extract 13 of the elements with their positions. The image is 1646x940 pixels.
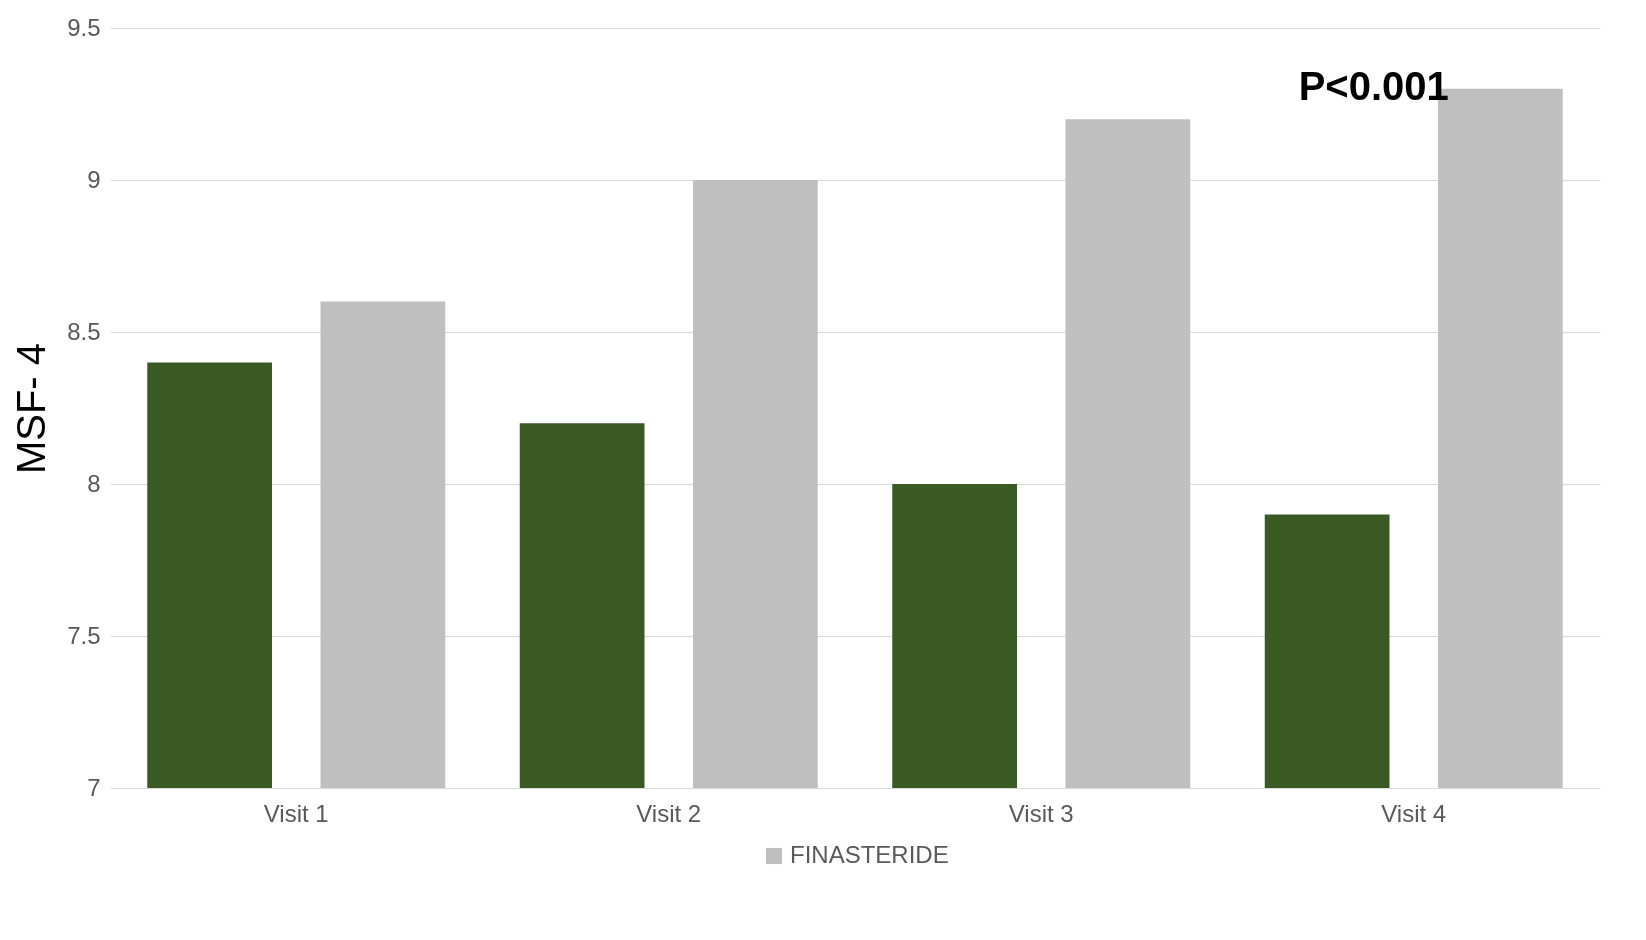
x-tick-label: Visit 3 — [1008, 799, 1074, 827]
x-tick-label: Visit 2 — [636, 799, 702, 827]
x-tick-label: Visit 4 — [1381, 799, 1447, 827]
x-tick-label: Visit 1 — [263, 799, 329, 827]
y-tick-label: 7.5 — [67, 621, 101, 649]
y-tick-label: 9 — [87, 165, 101, 193]
y-tick-label: 8 — [87, 469, 101, 497]
y-tick-label: 7 — [87, 773, 101, 801]
annotation: P<0.001 — [1298, 64, 1449, 108]
y-tick-label: 8.5 — [67, 317, 101, 345]
y-tick-label: 9.5 — [67, 13, 101, 41]
y-axis-title: MSF- 4 — [9, 342, 54, 475]
legend-label: FINASTERIDE — [790, 841, 949, 868]
